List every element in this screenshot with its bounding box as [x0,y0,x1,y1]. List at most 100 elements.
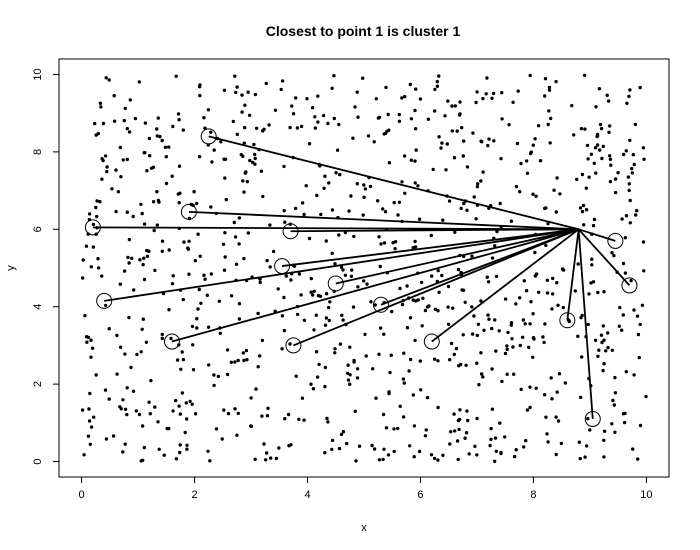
scatter-point [607,130,611,134]
scatter-point [326,121,330,126]
scatter-point [452,412,456,416]
scatter-point [498,201,502,206]
scatter-point [509,321,514,325]
scatter-point [549,116,553,121]
scatter-point [196,307,200,311]
scatter-point [608,124,612,128]
scatter-point [512,372,516,376]
scatter-point [636,332,641,337]
scatter-point [636,457,640,461]
scatter-point [547,88,552,92]
scatter-point [383,210,388,214]
scatter-point [510,337,514,341]
scatter-point [618,305,622,310]
scatter-point [253,92,258,97]
scatter-point [210,160,214,164]
scatter-point [444,168,448,172]
scatter-point [318,294,323,298]
scatter-point [316,120,320,124]
scatter-point [392,200,396,205]
scatter-point [522,279,526,283]
scatter-point [368,184,373,189]
scatter-point [88,442,93,446]
scatter-point [602,362,606,366]
scatter-point [591,223,596,228]
scatter-point [323,384,327,389]
scatter-point [123,442,127,446]
scatter-point [197,155,202,159]
scatter-point [377,352,381,356]
scatter-point [490,407,495,411]
scatter-point [397,112,401,117]
scatter-point [195,326,199,330]
scatter-point [584,186,588,190]
scatter-point [355,376,360,380]
scatter-point [253,152,257,157]
scatter-point [623,271,628,275]
scatter-point [403,94,407,99]
scatter-point [436,309,440,313]
scatter-point [601,368,605,373]
cluster-center-circle [285,337,302,354]
scatter-point [309,276,313,281]
scatter-point [300,201,305,205]
scatter-point [641,146,646,150]
scatter-point [139,459,143,463]
scatter-point [95,214,99,219]
scatter-point [324,239,328,243]
scatter-point [144,340,149,344]
scatter-point [638,85,642,90]
scatter-point [624,214,629,218]
cluster-line [171,228,579,343]
scatter-point [190,324,195,329]
scatter-point [85,340,89,344]
scatter-point [579,126,584,131]
scatter-point [521,335,525,339]
scatter-point [259,169,264,173]
scatter-point [222,268,227,272]
scatter-point [121,398,125,402]
scatter-point [479,351,483,355]
scatter-point [514,184,519,189]
scatter-point [181,128,185,132]
scatter-point [374,396,378,400]
scatter-point [321,113,326,118]
scatter-point [183,430,187,435]
scatter-point [613,375,617,380]
scatter-point [555,390,559,394]
scatter-point [141,317,145,321]
x-tick-label: 2 [191,489,197,501]
scatter-point [419,388,423,392]
scatter-point [528,322,532,326]
scatter-point [171,124,175,129]
scatter-point [531,355,535,359]
scatter-point [160,249,164,253]
scatter-point [389,353,393,357]
scatter-point [624,370,628,374]
scatter-point [206,108,211,112]
scatter-point [258,280,262,285]
scatter-point [528,73,532,78]
scatter-point [147,136,152,141]
scatter-point [588,428,592,432]
scatter-point [630,166,634,171]
scatter-point [302,212,306,217]
scatter-point [134,409,138,413]
scatter-point [456,267,461,272]
scatter-point [112,119,117,123]
scatter-point [241,179,245,183]
scatter-point [408,82,412,87]
scatter-point [558,192,562,196]
scatter-point [537,290,541,294]
scatter-point [339,265,344,269]
scatter-point [299,124,304,129]
scatter-point [351,136,355,140]
scatter-point [635,209,639,213]
scatter-point [612,253,616,258]
scatter-point [337,122,341,127]
scatter-point [265,451,269,455]
scatter-point [413,245,418,249]
scatter-point [100,177,104,181]
scatter-point [391,241,395,245]
scatter-point [127,261,131,265]
